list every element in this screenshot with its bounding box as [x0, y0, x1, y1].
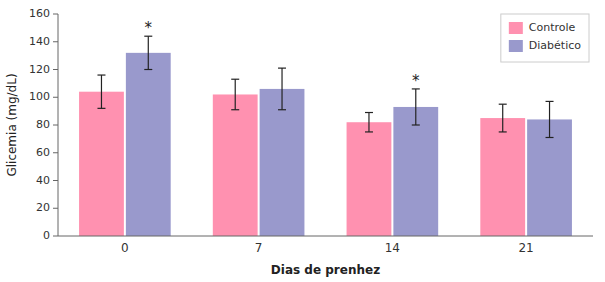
legend-swatch [509, 22, 523, 34]
y-tick [53, 97, 58, 98]
y-axis-line [58, 14, 59, 236]
y-tick-label: 20 [36, 201, 50, 214]
y-tick [53, 208, 58, 209]
y-tick-label: 140 [29, 35, 50, 48]
y-tick [53, 125, 58, 126]
series [126, 36, 572, 236]
error-bar [412, 89, 420, 125]
y-tick-label: 160 [29, 7, 50, 20]
bar [79, 92, 124, 236]
x-tick-label: 14 [385, 241, 400, 255]
annotation: * [412, 72, 420, 90]
legend-label: Diabético [529, 39, 581, 52]
legend-label: Controle [529, 21, 576, 34]
error-bar [499, 104, 507, 132]
legend-swatch [509, 40, 523, 52]
y-tick-label: 40 [36, 174, 50, 187]
error-bar [365, 113, 373, 132]
y-tick [53, 180, 58, 181]
error-bar [231, 79, 239, 110]
x-axis-line [58, 236, 593, 237]
y-tick-label: 0 [43, 229, 50, 242]
chart: 0 20 40 60 80 100 120 140 160 0 7 14 21 Dias de prenh… [0, 0, 605, 282]
y-tick-label: 60 [36, 146, 50, 159]
legend-frame [501, 14, 589, 62]
bar [527, 119, 572, 236]
y-axis-title: Glicemia (mg/dL) [5, 73, 19, 176]
x-tick-label: 21 [518, 241, 533, 255]
bar [480, 118, 525, 236]
y-tick-label: 80 [36, 118, 50, 131]
x-tick-label: 0 [121, 241, 129, 255]
bar [393, 107, 438, 236]
y-tick [53, 152, 58, 153]
error-bar [278, 68, 286, 110]
y-tick-label: 100 [29, 90, 50, 103]
bar [126, 53, 171, 236]
y-tick [53, 236, 58, 237]
y-tick [53, 14, 58, 15]
y-axis: 0 20 40 60 80 100 120 140 160 [29, 7, 58, 242]
bar [260, 89, 305, 236]
x-axis: 0 7 14 21 [58, 236, 593, 255]
y-tick [53, 69, 58, 70]
x-axis-title: Dias de prenhez [271, 263, 380, 277]
plot-area [79, 36, 572, 236]
annotation: * [145, 19, 153, 37]
x-tick-label: 7 [255, 241, 263, 255]
error-bar [97, 75, 105, 108]
legend: Controle Diabético [501, 14, 589, 62]
y-tick-label: 120 [29, 63, 50, 76]
bar [213, 94, 258, 236]
bar [347, 122, 392, 236]
error-bar [144, 36, 152, 69]
error-bar [546, 101, 554, 137]
y-tick [53, 41, 58, 42]
